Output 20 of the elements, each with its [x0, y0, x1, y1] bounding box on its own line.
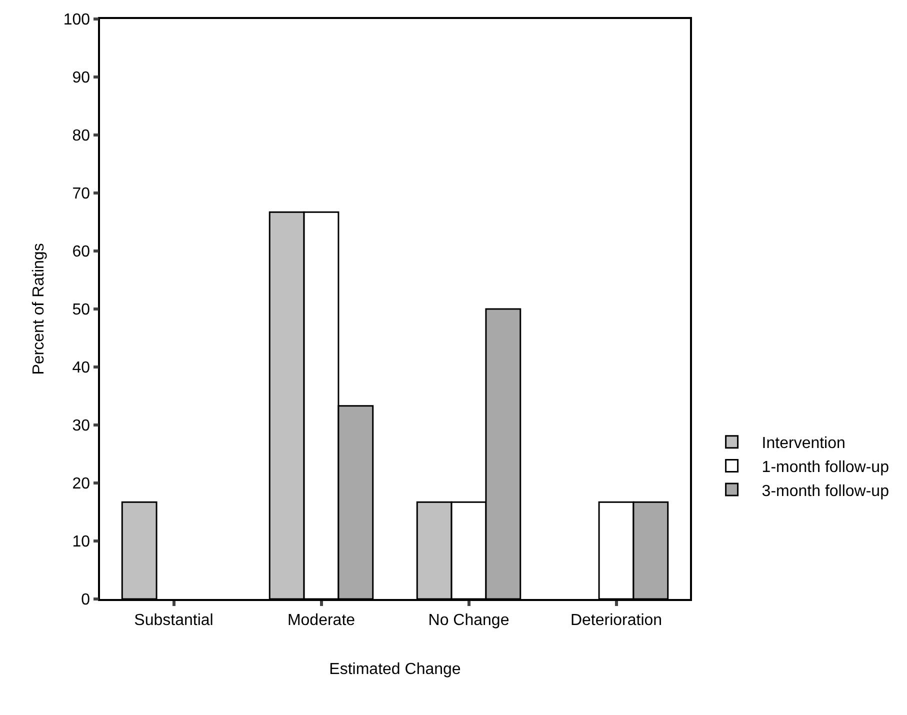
y-tick-label: 50 — [72, 302, 90, 319]
x-tick-label: No Change — [428, 612, 510, 629]
y-tick-label: 80 — [72, 128, 90, 145]
y-tick-label: 70 — [72, 186, 90, 203]
legend-label: Intervention — [762, 435, 846, 452]
x-axis-title: Estimated Change — [329, 661, 461, 678]
y-tick-label: 60 — [72, 244, 90, 261]
y-tick-label: 100 — [63, 12, 90, 29]
y-tick-label: 10 — [72, 534, 90, 551]
legend-label: 1-month follow-up — [762, 458, 890, 476]
legend-label: 3-month follow-up — [762, 482, 890, 500]
y-axis-title: Percent of Ratings — [30, 243, 48, 375]
y-tick-label: 90 — [72, 70, 90, 87]
y-tick-label: 30 — [72, 418, 90, 435]
y-tick-label: 20 — [72, 476, 90, 493]
y-tick-label: 0 — [81, 592, 90, 609]
y-tick-label: 40 — [72, 360, 90, 377]
x-tick-label: Substantial — [134, 612, 214, 629]
x-tick-label: Deterioration — [570, 612, 662, 629]
x-tick-label: Moderate — [287, 612, 356, 629]
